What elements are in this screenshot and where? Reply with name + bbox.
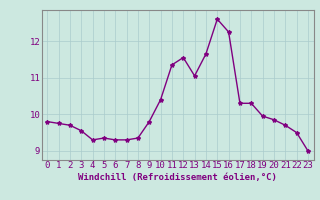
X-axis label: Windchill (Refroidissement éolien,°C): Windchill (Refroidissement éolien,°C) <box>78 173 277 182</box>
